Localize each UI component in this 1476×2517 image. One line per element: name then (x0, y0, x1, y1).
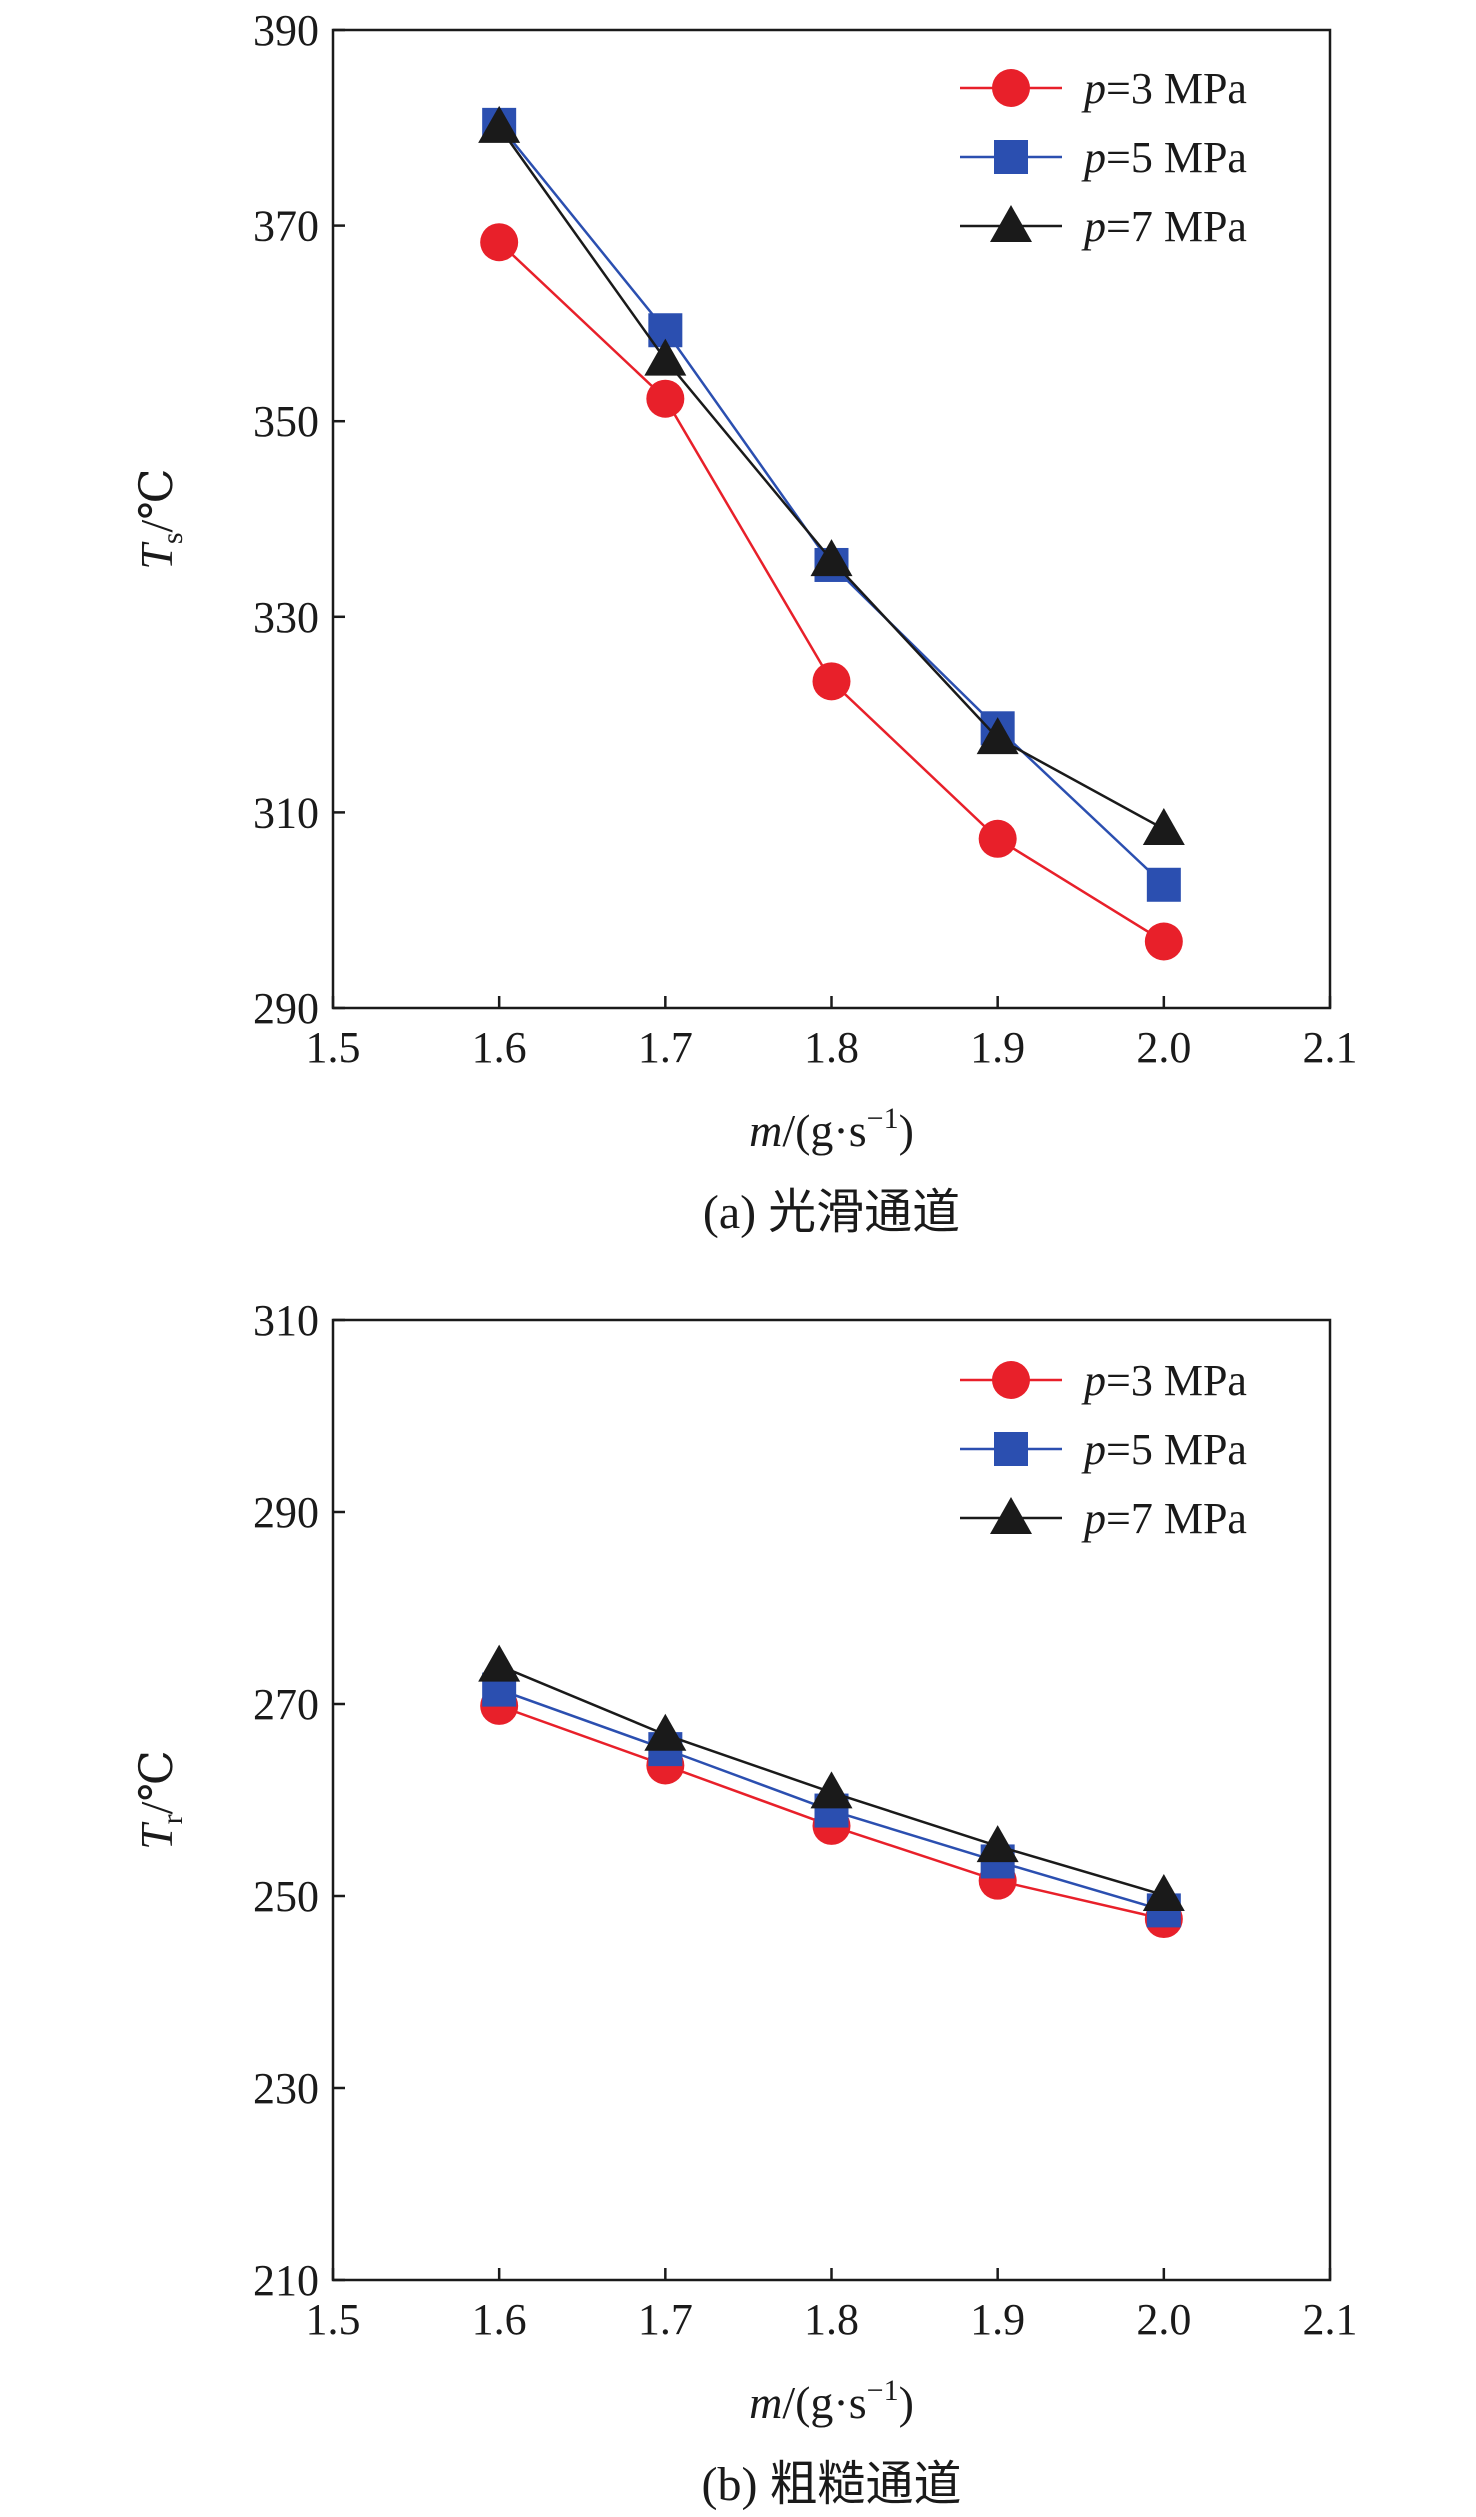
x-axis-label-symbol: m (749, 1105, 782, 1156)
x-tick-label: 1.7 (638, 1023, 693, 1072)
x-tick-label: 2.0 (1136, 2295, 1191, 2344)
legend-label-variable: p (1081, 1425, 1106, 1474)
series-circle (480, 223, 1183, 961)
x-tick-label: 1.8 (804, 2295, 859, 2344)
series-triangle (478, 105, 1185, 846)
y-axis-label-unit: /℃ (131, 1750, 182, 1814)
legend-label-value: =3 MPa (1106, 64, 1247, 113)
chart-panel-b: 1.5 1.6 1.7 1.8 1.9 2.0 2.1 210 230 250 270 290 310 T… (131, 1296, 1358, 2511)
data-point-triangle (810, 1771, 853, 1809)
legend-label-variable: p (1081, 133, 1106, 182)
data-point-triangle (810, 539, 853, 577)
legend-label-value: =7 MPa (1106, 1494, 1247, 1543)
y-tick-label: 230 (253, 2064, 319, 2113)
x-axis-label-close: ) (899, 2377, 914, 2428)
data-point-circle (812, 662, 851, 701)
data-point-triangle (478, 1644, 521, 1682)
y-axis-label-subscript: r (156, 1814, 189, 1824)
data-point-circle (646, 379, 685, 418)
y-tick-label: 350 (253, 397, 319, 446)
data-point-circle (480, 223, 519, 262)
legend-marker-circle (992, 69, 1030, 107)
legend-label: p=3 MPa (1081, 1356, 1247, 1405)
data-point-square (1146, 867, 1181, 902)
x-axis-label-unit: /(g·s (782, 2377, 866, 2428)
x-axis-label: m/(g·s−1) (749, 2374, 914, 2428)
y-axis-label-subscript: s (156, 532, 189, 544)
data-point-triangle (644, 338, 687, 376)
legend-label-value: =5 MPa (1106, 1425, 1247, 1474)
y-axis-label-symbol: T (131, 541, 182, 570)
x-tick-label: 1.5 (306, 1023, 361, 1072)
x-axis-label-close: ) (899, 1105, 914, 1156)
x-tick-label: 2.1 (1303, 2295, 1358, 2344)
y-tick-label: 390 (253, 6, 319, 55)
legend-label: p=5 MPa (1081, 133, 1247, 182)
legend-label-variable: p (1081, 1356, 1106, 1405)
y-axis-label: Tr/℃ (131, 1750, 189, 1850)
y-tick-label: 210 (253, 2256, 319, 2305)
panel-caption: (b) 粗糙通道 (702, 2458, 962, 2511)
data-point-triangle (478, 105, 521, 143)
x-axis-label-superscript: −1 (867, 2374, 899, 2407)
legend-marker-circle (992, 1361, 1030, 1399)
x-tick-label: 1.5 (306, 2295, 361, 2344)
y-tick-label: 290 (253, 1488, 319, 1537)
x-axis-label-unit: /(g·s (782, 1105, 866, 1156)
x-tick-label: 1.9 (970, 2295, 1025, 2344)
legend-label-value: =7 MPa (1106, 202, 1247, 251)
y-tick-label: 270 (253, 1680, 319, 1729)
legend-label-variable: p (1081, 64, 1106, 113)
y-tick-label: 250 (253, 1872, 319, 1921)
legend-label-value: =5 MPa (1106, 133, 1247, 182)
legend-marker-square (994, 1432, 1028, 1466)
x-axis-label-superscript: −1 (867, 1102, 899, 1135)
x-tick-label: 2.1 (1303, 1023, 1358, 1072)
x-tick-label: 2.0 (1136, 1023, 1191, 1072)
x-tick-label: 1.8 (804, 1023, 859, 1072)
y-axis-label-unit: /℃ (131, 468, 182, 532)
panel-caption: (a) 光滑通道 (703, 1186, 960, 1239)
y-tick-label: 330 (253, 593, 319, 642)
y-axis-label-symbol: T (131, 1821, 182, 1850)
x-tick-label: 1.7 (638, 2295, 693, 2344)
data-point-circle (978, 819, 1017, 858)
series-triangle (478, 1644, 1185, 1912)
legend-marker-square (994, 140, 1028, 174)
legend-marker-triangle (990, 205, 1032, 242)
x-tick-label: 1.6 (472, 1023, 527, 1072)
legend-label: p=7 MPa (1081, 202, 1247, 251)
legend-marker-triangle (990, 1497, 1032, 1534)
data-point-triangle (976, 717, 1019, 755)
data-point-triangle (1142, 1874, 1185, 1912)
chart-panel-a: 1.5 1.6 1.7 1.8 1.9 2.0 2.1 290 310 330 350 370 390 T… (131, 6, 1358, 1239)
y-tick-label: 290 (253, 984, 319, 1033)
y-axis-label: Ts/℃ (131, 468, 189, 570)
data-point-circle (1144, 922, 1183, 961)
y-tick-label: 310 (253, 1296, 319, 1345)
legend-label: p=5 MPa (1081, 1425, 1247, 1474)
legend-label-value: =3 MPa (1106, 1356, 1247, 1405)
x-tick-label: 1.6 (472, 2295, 527, 2344)
data-point-triangle (1142, 808, 1185, 846)
legend-label-variable: p (1081, 1494, 1106, 1543)
legend-label: p=3 MPa (1081, 64, 1247, 113)
data-point-triangle (644, 1713, 687, 1751)
x-tick-label: 1.9 (970, 1023, 1025, 1072)
x-axis-label: m/(g·s−1) (749, 1102, 914, 1156)
y-tick-label: 310 (253, 788, 319, 837)
legend-label: p=7 MPa (1081, 1494, 1247, 1543)
x-axis-label-symbol: m (749, 2377, 782, 2428)
y-tick-label: 370 (253, 202, 319, 251)
data-point-triangle (976, 1825, 1019, 1863)
legend-label-variable: p (1081, 202, 1106, 251)
